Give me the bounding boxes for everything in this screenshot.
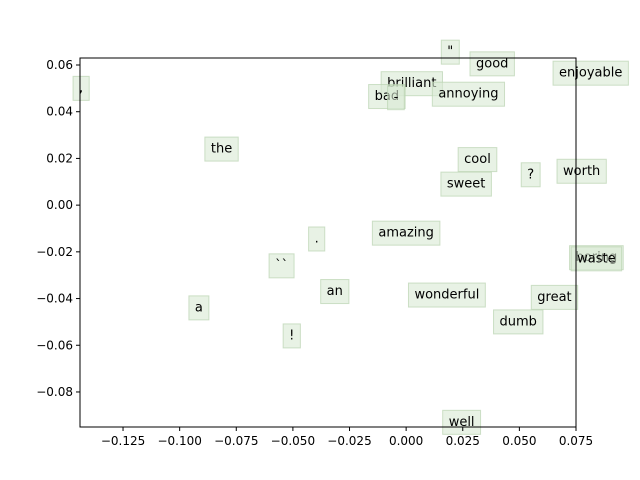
word-point: an	[320, 279, 350, 305]
x-tick-label: −0.050	[271, 434, 315, 448]
word-label-box	[387, 85, 405, 111]
word-label-box	[457, 147, 498, 173]
word-label: amazing	[378, 226, 434, 241]
word-label: dumb	[500, 314, 537, 329]
word-point: ,	[72, 75, 90, 101]
word-label-box	[371, 220, 441, 246]
word-label: annoying	[438, 87, 498, 102]
word-label: enjoyable	[559, 66, 622, 81]
word-label-box	[493, 309, 544, 335]
word-label-box	[308, 226, 326, 252]
word-point: waste	[570, 246, 623, 272]
word-label-box	[442, 409, 482, 435]
word-point: worth	[556, 158, 607, 184]
word-label-box	[282, 323, 301, 349]
x-tick-label: 0.075	[559, 434, 593, 448]
word-label-box	[469, 51, 515, 77]
word-label: ?	[527, 167, 534, 182]
word-label-box	[188, 295, 210, 321]
word-label-box	[440, 171, 492, 197]
word-label: ``	[275, 258, 288, 273]
word-label-box	[407, 282, 486, 308]
word-label: a	[195, 300, 203, 315]
x-tick-label: −0.100	[157, 434, 201, 448]
word-label: cool	[464, 152, 491, 167]
word-point: a	[188, 295, 210, 321]
word-label: "	[447, 45, 453, 60]
word-point: amazing	[371, 220, 441, 246]
word-point: well	[442, 409, 482, 435]
plot-frame	[79, 57, 577, 428]
word-point: !	[282, 323, 301, 349]
word-label: sweet	[447, 177, 486, 192]
word-label: well	[449, 415, 475, 430]
word-point: cool	[457, 147, 498, 173]
axes: −0.125 −0.100 −0.075 −0.050 −0.025 0.000 0.025…	[36, 57, 593, 448]
y-tick-label: 0.00	[46, 198, 73, 212]
word-point: annoying	[431, 81, 506, 107]
word-label: -	[394, 90, 399, 105]
word-label-box	[320, 279, 350, 305]
word-point: wonderful	[407, 282, 486, 308]
y-tick-label: −0.04	[36, 292, 73, 306]
word-label: .	[315, 231, 319, 246]
x-tick-label: 0.000	[389, 434, 423, 448]
x-tick-label: −0.075	[214, 434, 258, 448]
word-label-box	[431, 81, 506, 107]
x-tick-label: −0.025	[327, 434, 371, 448]
word-label-box	[268, 253, 295, 279]
word-point: "	[440, 39, 460, 65]
y-tick-label: −0.02	[36, 245, 73, 259]
word-point: ``	[268, 253, 295, 279]
y-tick-label: −0.08	[36, 385, 73, 399]
word-point: -	[387, 85, 405, 111]
word-point: the	[204, 136, 239, 162]
word-point: great	[530, 284, 579, 310]
x-tick-label: 0.050	[502, 434, 536, 448]
word-label-box	[570, 246, 623, 272]
y-tick-label: 0.04	[46, 105, 73, 119]
word-label: worth	[563, 164, 600, 179]
word-label: the	[211, 142, 232, 157]
word-label: an	[327, 284, 343, 299]
word-label: great	[537, 290, 571, 305]
y-tick-label: −0.06	[36, 338, 73, 352]
word-point: .	[308, 226, 326, 252]
x-tick-label: 0.025	[446, 434, 480, 448]
word-label-box	[72, 75, 90, 101]
word-label: waste	[577, 251, 615, 266]
word-point: good	[469, 51, 515, 77]
x-tick-label: −0.125	[101, 434, 145, 448]
word-label: !	[289, 328, 294, 343]
y-tick-label: 0.06	[46, 58, 73, 72]
word-point: sweet	[440, 171, 492, 197]
word-label: good	[476, 56, 508, 71]
word-label-box	[204, 136, 239, 162]
word-point: enjoyable	[552, 60, 629, 86]
word-point: dumb	[493, 309, 544, 335]
word-label: wonderful	[414, 288, 479, 303]
word-label-box	[556, 158, 607, 184]
y-tick-label: 0.02	[46, 151, 73, 165]
word-point: ?	[520, 162, 541, 188]
word-label-box	[552, 60, 629, 86]
word-label-box	[530, 284, 579, 310]
word-label-box	[520, 162, 541, 188]
word-label: ,	[79, 81, 83, 96]
